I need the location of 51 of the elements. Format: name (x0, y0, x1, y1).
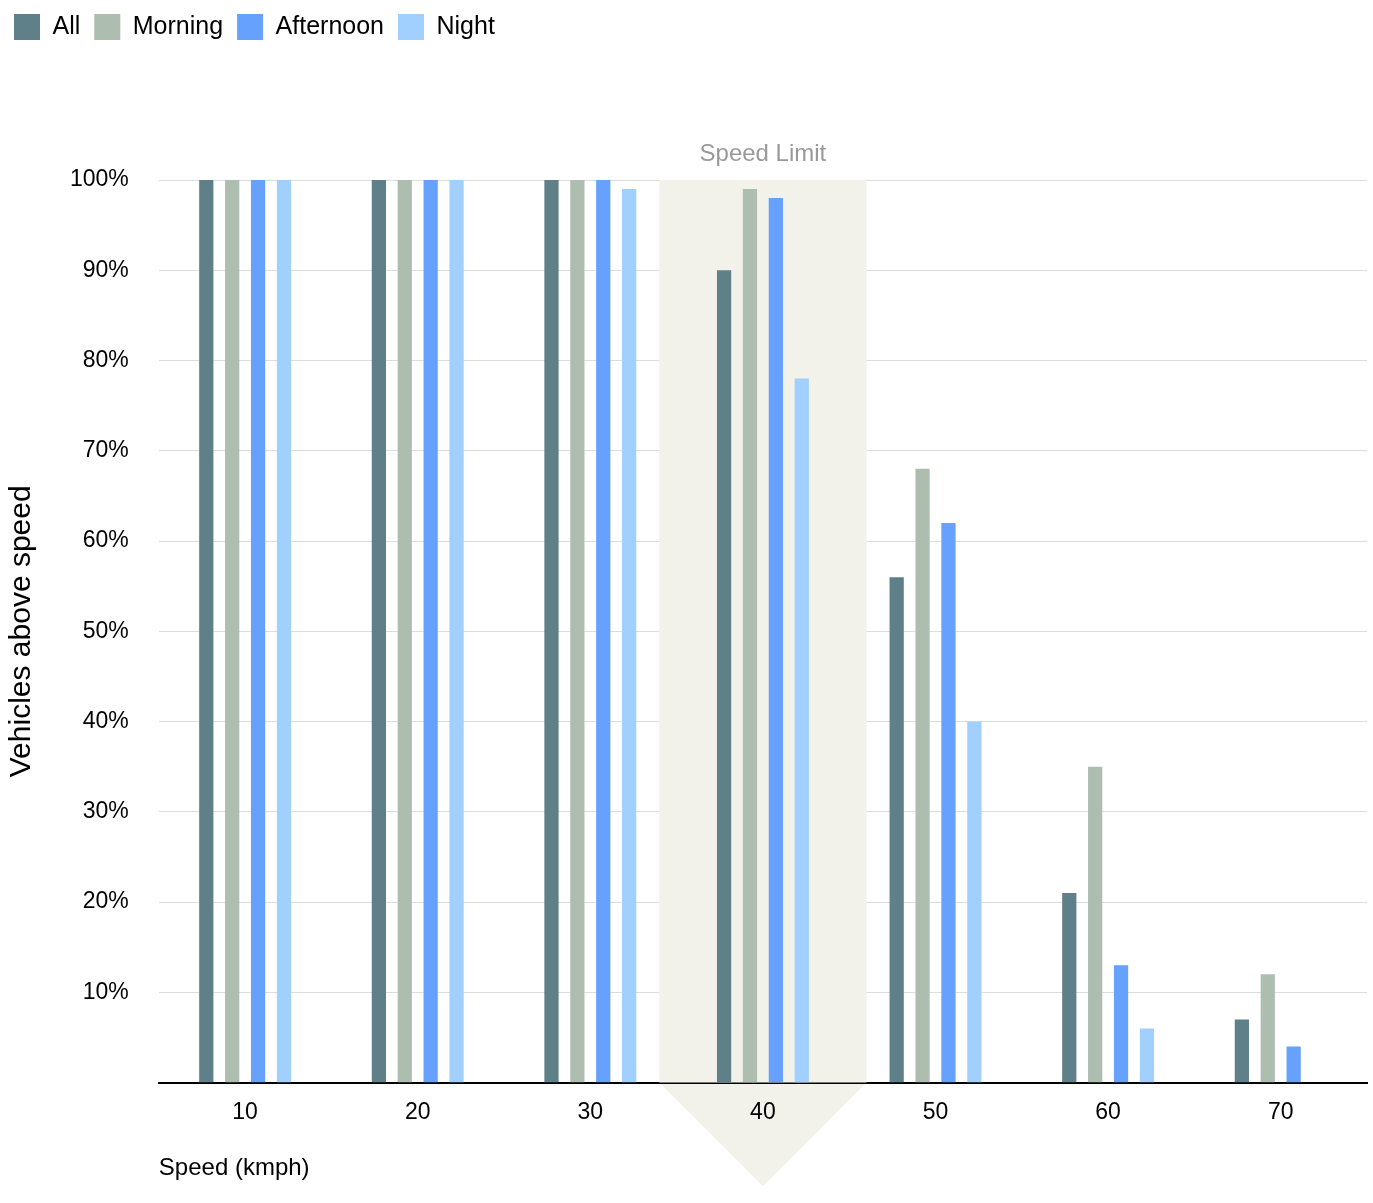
bar (1234, 1019, 1249, 1083)
x-tick-label: 50 (922, 1097, 949, 1124)
bar (768, 198, 783, 1083)
legend-label: Afternoon (275, 10, 385, 39)
bar (889, 577, 904, 1083)
band-label: Speed Limit (699, 138, 827, 166)
y-tick-label: 80% (82, 345, 129, 372)
legend-label: All (52, 10, 81, 39)
bar (1062, 893, 1077, 1083)
y-tick-label: 10% (82, 977, 129, 1004)
bar (1088, 766, 1103, 1083)
legend-label: Morning (132, 10, 224, 39)
bar (622, 189, 637, 1083)
bar (423, 180, 438, 1083)
y-tick-label: 90% (82, 255, 129, 282)
bar (449, 180, 464, 1083)
bar (1260, 974, 1275, 1083)
y-tick-label: 40% (82, 706, 129, 733)
bar (915, 468, 930, 1083)
bar (794, 378, 809, 1083)
x-tick-label: 10 (232, 1097, 258, 1124)
y-tick-label: 30% (82, 797, 129, 824)
x-tick-label: 20 (404, 1097, 431, 1124)
x-tick-label: 60 (1095, 1097, 1121, 1124)
bar (596, 180, 611, 1083)
bar (397, 180, 412, 1083)
bar (1113, 965, 1129, 1083)
bar (570, 180, 585, 1083)
y-tick-label: 100% (70, 165, 129, 192)
bar (1286, 1046, 1301, 1083)
bar (544, 180, 559, 1083)
x-tick-label: 40 (750, 1097, 776, 1124)
x-axis-title: Speed (kmph) (158, 1153, 310, 1181)
bar (967, 721, 982, 1083)
bar (1139, 1028, 1155, 1083)
bar (276, 180, 292, 1083)
bar (225, 180, 240, 1083)
y-tick-label: 70% (82, 436, 129, 463)
bar (199, 180, 214, 1083)
y-tick-label: 20% (82, 887, 129, 914)
x-tick-label: 30 (577, 1097, 604, 1124)
y-axis-title: Vehicles above speed (3, 485, 37, 778)
bar (742, 189, 758, 1083)
bar (250, 180, 266, 1083)
legend-label: Night (436, 10, 495, 39)
x-tick-label: 70 (1267, 1097, 1294, 1124)
bar (371, 180, 387, 1083)
bar (941, 522, 956, 1083)
y-tick-label: 60% (82, 526, 129, 553)
y-tick-label: 50% (82, 616, 129, 643)
bar (716, 270, 732, 1083)
